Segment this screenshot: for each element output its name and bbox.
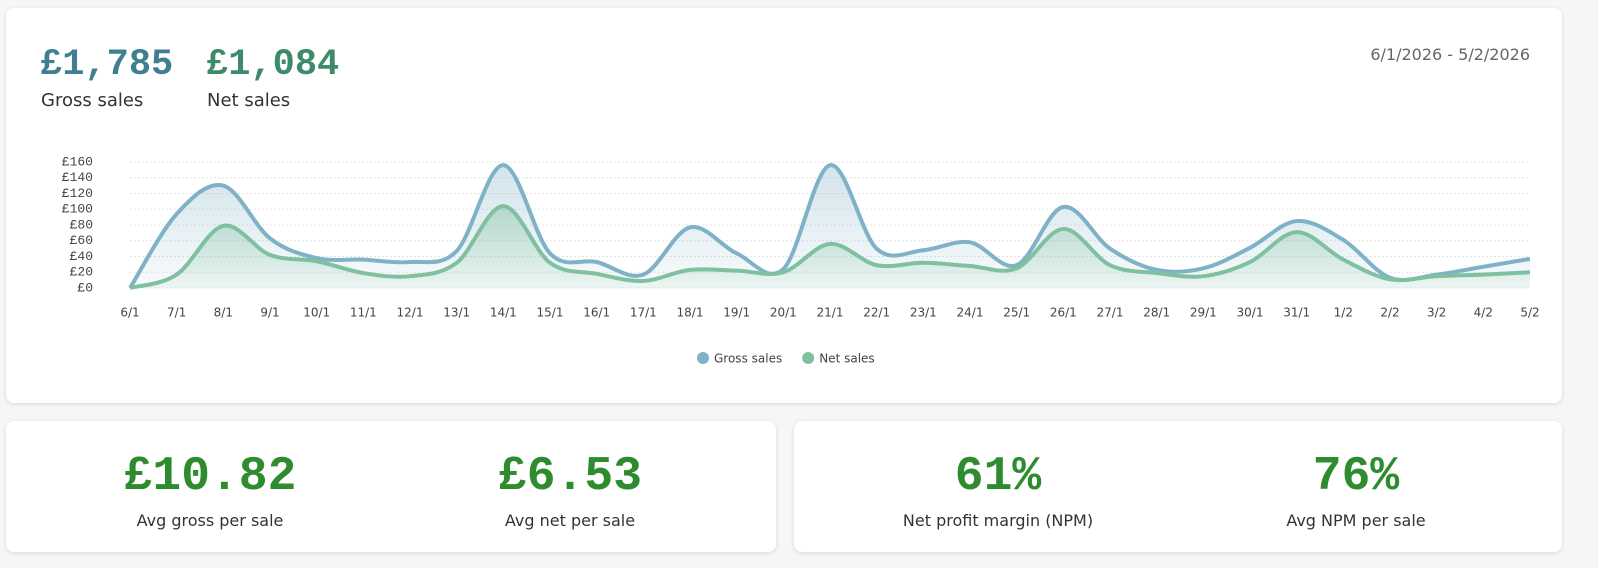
y-tick-label: £140 <box>62 170 93 185</box>
x-tick-label: 3/2 <box>1427 306 1446 320</box>
stat-label: Net profit margin (NPM) <box>902 511 1094 530</box>
x-tick-label: 22/1 <box>863 306 890 320</box>
x-tick-label: 26/1 <box>1050 306 1077 320</box>
x-tick-label: 10/1 <box>303 306 330 320</box>
x-tick-label: 21/1 <box>817 306 844 320</box>
stat-value: 61% <box>954 450 1042 504</box>
margin-card <box>794 421 1562 552</box>
series-line <box>129 204 1531 290</box>
stat-value: £10.82 <box>123 450 297 504</box>
x-tick-label: 17/1 <box>630 306 657 320</box>
x-tick-label: 23/1 <box>910 306 937 320</box>
net-label: Net sales <box>207 90 291 111</box>
x-tick-label: 7/1 <box>167 306 186 320</box>
legend-label: Gross sales <box>714 352 782 366</box>
x-tick-label: 9/1 <box>260 306 279 320</box>
x-tick-label: 27/1 <box>1097 306 1124 320</box>
legend-swatch <box>697 352 709 364</box>
x-tick-label: 30/1 <box>1237 306 1264 320</box>
y-tick-label: £20 <box>70 265 93 280</box>
stat-label: Avg net per sale <box>504 511 636 530</box>
y-tick-label: £80 <box>70 217 93 232</box>
x-tick-label: 14/1 <box>490 306 517 320</box>
stat: 76% Avg NPM per sale <box>1206 449 1506 530</box>
x-tick-label: 19/1 <box>723 306 750 320</box>
y-tick-label: £0 <box>77 280 93 295</box>
gross-label: Gross sales <box>41 90 144 111</box>
stat-value: £6.53 <box>497 450 643 504</box>
stat: £6.53 Avg net per sale <box>420 449 720 530</box>
y-tick-label: £60 <box>70 233 93 248</box>
stat: £10.82 Avg gross per sale <box>60 449 360 530</box>
stat-label: Avg gross per sale <box>136 511 284 530</box>
x-tick-label: 12/1 <box>397 306 424 320</box>
x-tick-label: 11/1 <box>350 306 377 320</box>
x-tick-label: 4/2 <box>1474 306 1493 320</box>
series-line <box>128 163 1531 290</box>
x-tick-label: 15/1 <box>537 306 564 320</box>
legend-swatch <box>802 352 815 364</box>
per-sale-card <box>6 421 776 552</box>
x-tick-label: 28/1 <box>1143 306 1170 320</box>
x-tick-label: 31/1 <box>1283 306 1310 320</box>
x-tick-label: 8/1 <box>214 306 233 320</box>
x-tick-label: 16/1 <box>583 306 610 320</box>
x-tick-label: 25/1 <box>1003 306 1030 320</box>
x-tick-label: 20/1 <box>770 306 797 320</box>
y-tick-label: £100 <box>62 202 93 217</box>
y-tick-label: £120 <box>62 186 93 201</box>
x-tick-label: 18/1 <box>677 306 704 320</box>
x-tick-label: 24/1 <box>957 306 984 320</box>
date-range: 6/1/2026 - 5/2/2026 <box>1370 45 1530 64</box>
chart-card <box>6 8 1562 403</box>
gross-total: £1,785 <box>40 44 174 86</box>
x-tick-label: 6/1 <box>120 306 139 320</box>
series-area <box>130 206 1530 288</box>
y-tick-label: £160 <box>62 154 93 169</box>
x-tick-label: 2/2 <box>1380 306 1399 320</box>
net-total: £1,084 <box>206 44 340 86</box>
legend-label: Net sales <box>819 352 874 366</box>
y-tick-label: £40 <box>70 249 93 264</box>
stat: 61% Net profit margin (NPM) <box>848 449 1148 530</box>
x-tick-label: 29/1 <box>1190 306 1217 320</box>
stat-label: Avg NPM per sale <box>1286 511 1426 530</box>
x-tick-label: 5/2 <box>1520 306 1539 320</box>
x-tick-label: 13/1 <box>443 306 470 320</box>
x-tick-label: 1/2 <box>1334 306 1353 320</box>
stat-value: 76% <box>1312 450 1400 504</box>
chart: £0£20£40£60£80£100£120£140£160 6/1 7/1 8/1 9… <box>62 154 1540 366</box>
